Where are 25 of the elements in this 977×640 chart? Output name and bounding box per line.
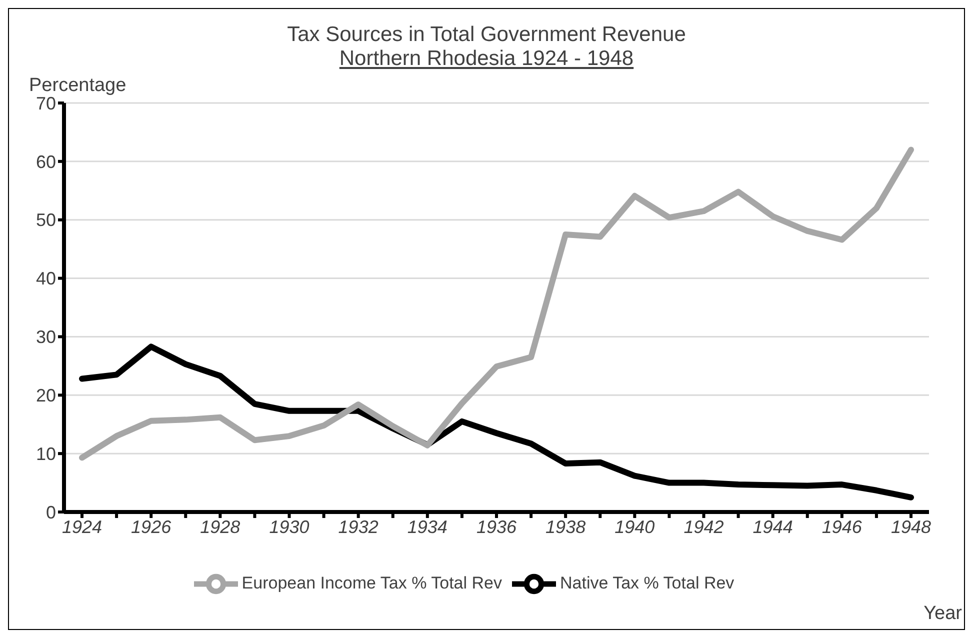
x-tick-label: 1946 xyxy=(822,516,863,537)
x-tick-label: 1936 xyxy=(476,516,518,537)
y-tick-label: 0 xyxy=(46,502,56,522)
x-tick-label: 1932 xyxy=(338,516,378,537)
x-axis-title: Year xyxy=(924,603,962,625)
x-tick-label: 1942 xyxy=(684,516,724,537)
y-tick-label: 50 xyxy=(36,210,56,230)
x-tick-label: 1928 xyxy=(200,516,240,537)
y-tick-label: 30 xyxy=(36,327,56,348)
legend-label: European Income Tax % Total Rev xyxy=(242,573,502,592)
x-tick-label: 1948 xyxy=(890,516,932,537)
chart-title: Tax Sources in Total Government Revenue xyxy=(286,23,687,47)
chart-subtitle: Northern Rhodesia 1924 - 1948 xyxy=(338,47,635,71)
x-tick-label: 1930 xyxy=(269,516,310,537)
y-tick-label: 10 xyxy=(36,444,56,464)
x-tick-label: 1938 xyxy=(546,516,586,537)
y-tick-label: 60 xyxy=(36,152,56,172)
y-tick-label: 40 xyxy=(36,268,56,289)
x-tick-label: 1940 xyxy=(614,516,655,537)
y-tick-label: 20 xyxy=(36,386,56,406)
legend-label: Native Tax % Total Rev xyxy=(560,573,734,592)
x-tick-label: 1944 xyxy=(752,516,793,537)
x-tick-label: 1926 xyxy=(131,516,172,537)
x-tick-label: 1934 xyxy=(407,516,448,537)
x-tick-label: 1924 xyxy=(62,516,102,537)
